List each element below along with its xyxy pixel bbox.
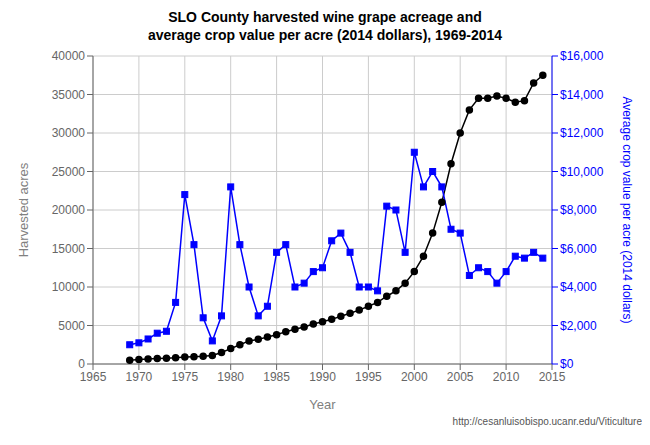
svg-text:25000: 25000 (52, 165, 86, 179)
svg-text:$6,000: $6,000 (560, 242, 597, 256)
svg-text:$14,000: $14,000 (560, 88, 604, 102)
svg-text:20000: 20000 (52, 203, 86, 217)
svg-text:$16,000: $16,000 (560, 49, 604, 63)
svg-text:2015: 2015 (539, 370, 566, 384)
svg-text:2000: 2000 (401, 370, 428, 384)
svg-text:1985: 1985 (263, 370, 290, 384)
svg-text:1990: 1990 (309, 370, 336, 384)
svg-text:$12,000: $12,000 (560, 126, 604, 140)
svg-text:1995: 1995 (355, 370, 382, 384)
svg-text:35000: 35000 (52, 88, 86, 102)
svg-text:$10,000: $10,000 (560, 165, 604, 179)
svg-text:2010: 2010 (493, 370, 520, 384)
svg-text:$2,000: $2,000 (560, 319, 597, 333)
svg-text:Year: Year (309, 397, 336, 412)
svg-text:0: 0 (78, 357, 85, 371)
svg-text:$8,000: $8,000 (560, 203, 597, 217)
svg-text:40000: 40000 (52, 49, 86, 63)
svg-text:Harvested acres: Harvested acres (16, 162, 31, 257)
svg-text:Average crop value per acre (2: Average crop value per acre (2014 dollar… (620, 96, 634, 323)
svg-text:1975: 1975 (171, 370, 198, 384)
svg-text:1980: 1980 (217, 370, 244, 384)
svg-text:10000: 10000 (52, 280, 86, 294)
svg-text:5000: 5000 (58, 319, 85, 333)
svg-text:1965: 1965 (80, 370, 107, 384)
svg-text:30000: 30000 (52, 126, 86, 140)
html-text:SLO County harvested wine grap: SLO County harvested wine grape acreage … (147, 9, 502, 43)
html-text:http://cesanluisobispo.ucanr.e: http://cesanluisobispo.ucanr.edu/Viticul… (452, 416, 642, 427)
svg-text:1970: 1970 (126, 370, 153, 384)
svg-text:$4,000: $4,000 (560, 280, 597, 294)
svg-text:15000: 15000 (52, 242, 86, 256)
svg-text:$0: $0 (560, 357, 574, 371)
svg-text:2005: 2005 (447, 370, 474, 384)
